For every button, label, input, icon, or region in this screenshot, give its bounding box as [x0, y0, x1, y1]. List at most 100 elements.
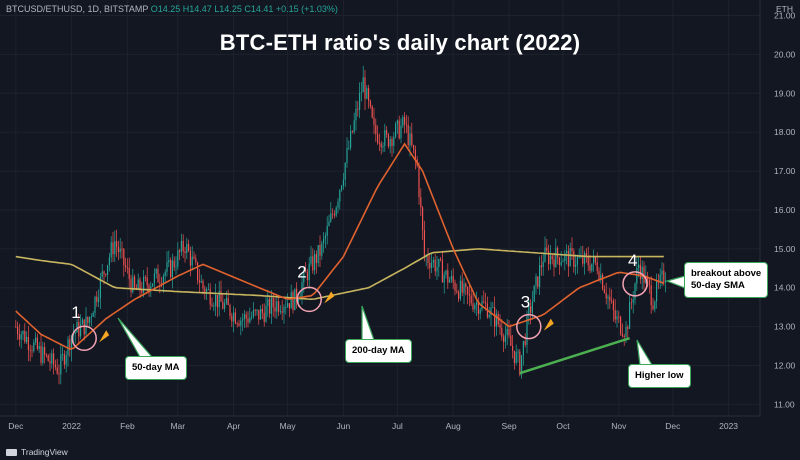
candle-body — [485, 302, 487, 304]
candle-body — [431, 262, 433, 269]
x-tick-label: Feb — [120, 421, 135, 431]
candle-body — [238, 323, 240, 326]
candle-body — [422, 207, 424, 231]
candle-body — [38, 346, 40, 349]
candle-body — [234, 312, 236, 324]
candle-body — [434, 259, 436, 272]
y-tick-label: 18.00 — [774, 127, 796, 137]
candle-body — [578, 257, 580, 258]
candle-body — [254, 310, 256, 311]
candle-body — [384, 130, 386, 146]
candle-body — [492, 307, 494, 309]
candle-body — [222, 301, 224, 309]
candle-body — [157, 269, 159, 283]
candle-body — [513, 350, 515, 363]
candle-body — [155, 269, 157, 274]
candle-body — [551, 255, 553, 260]
candle-body — [152, 283, 154, 287]
candle-body — [359, 92, 361, 110]
ma200-callout: 200-day MA — [345, 339, 412, 363]
candle-body — [630, 302, 632, 304]
candle-body — [258, 309, 260, 320]
candle-body — [191, 256, 193, 266]
candle-body — [146, 277, 148, 286]
symbol-label: BTCUSD/ETHUSD, 1D, BITSTAMP — [6, 4, 149, 14]
candle-body — [510, 335, 512, 346]
candle-body — [168, 259, 170, 263]
candle-body — [224, 303, 226, 309]
candle-body — [566, 250, 568, 254]
y-tick-label: 17.00 — [774, 166, 796, 176]
candle-body — [231, 315, 233, 322]
candle-body — [636, 267, 638, 284]
candle-body — [45, 354, 47, 356]
candle-body — [161, 283, 163, 285]
candle-body — [29, 349, 31, 351]
candle-body — [209, 288, 211, 305]
candle-body — [272, 298, 274, 308]
candle-body — [312, 256, 314, 271]
candle-body — [179, 250, 181, 252]
candle-body — [220, 291, 222, 302]
candle-body — [188, 244, 190, 252]
candle-body — [249, 317, 251, 323]
breakout-callout: breakout above 50-day SMA — [684, 262, 769, 298]
candle-body — [494, 307, 496, 327]
candle-body — [521, 355, 523, 375]
y-tick-label: 21.00 — [774, 11, 796, 21]
candle-body — [276, 301, 278, 312]
candle-body — [357, 108, 359, 110]
candle-body — [470, 295, 472, 304]
candle-body — [503, 336, 505, 342]
candle-body — [423, 230, 425, 257]
candle-body — [341, 185, 343, 191]
candle-body — [141, 290, 143, 293]
candle-body — [575, 264, 577, 267]
candle-body — [89, 317, 91, 323]
candle-body — [609, 296, 611, 301]
candle-body — [125, 265, 127, 268]
candle-body — [474, 304, 476, 310]
candle-body — [368, 88, 370, 101]
candle-body — [522, 341, 524, 356]
candle-body — [261, 308, 263, 313]
candle-body — [371, 106, 373, 118]
candle-body — [170, 259, 172, 278]
candle-body — [58, 373, 60, 375]
breakout-callout-line1: breakout above — [691, 268, 762, 279]
candle-body — [404, 116, 406, 125]
candle-body — [69, 339, 71, 350]
candle-body — [663, 270, 665, 283]
candle-body — [400, 125, 402, 139]
candle-body — [184, 251, 186, 253]
open-value: O14.25 — [150, 4, 181, 14]
candle-body — [54, 364, 56, 368]
brand[interactable]: TradingView — [6, 447, 68, 457]
candle-body — [310, 256, 312, 264]
candle-body — [659, 274, 661, 283]
candle-body — [427, 256, 429, 263]
x-tick-label: Nov — [611, 421, 627, 431]
breakout-arrow-icon — [324, 291, 335, 304]
candle-body — [324, 235, 326, 239]
symbol-header[interactable]: BTCUSD/ETHUSD, 1D, BITSTAMP O14.25 H14.4… — [6, 4, 338, 14]
candle-body — [344, 163, 346, 180]
candle-body — [648, 279, 650, 286]
candle-body — [132, 276, 134, 292]
candle-body — [618, 316, 620, 318]
candle-body — [159, 282, 161, 284]
candle-body — [607, 296, 609, 299]
candle-body — [180, 240, 182, 252]
candle-body — [330, 213, 332, 222]
candle-body — [317, 245, 319, 263]
candle-body — [380, 143, 382, 148]
candle-body — [436, 266, 438, 272]
candle-body — [279, 311, 281, 313]
candle-body — [218, 291, 220, 308]
candle-body — [632, 299, 634, 303]
candle-body — [278, 301, 280, 312]
candle-body — [319, 245, 321, 256]
candle-body — [353, 120, 355, 132]
candle-body — [98, 298, 100, 302]
